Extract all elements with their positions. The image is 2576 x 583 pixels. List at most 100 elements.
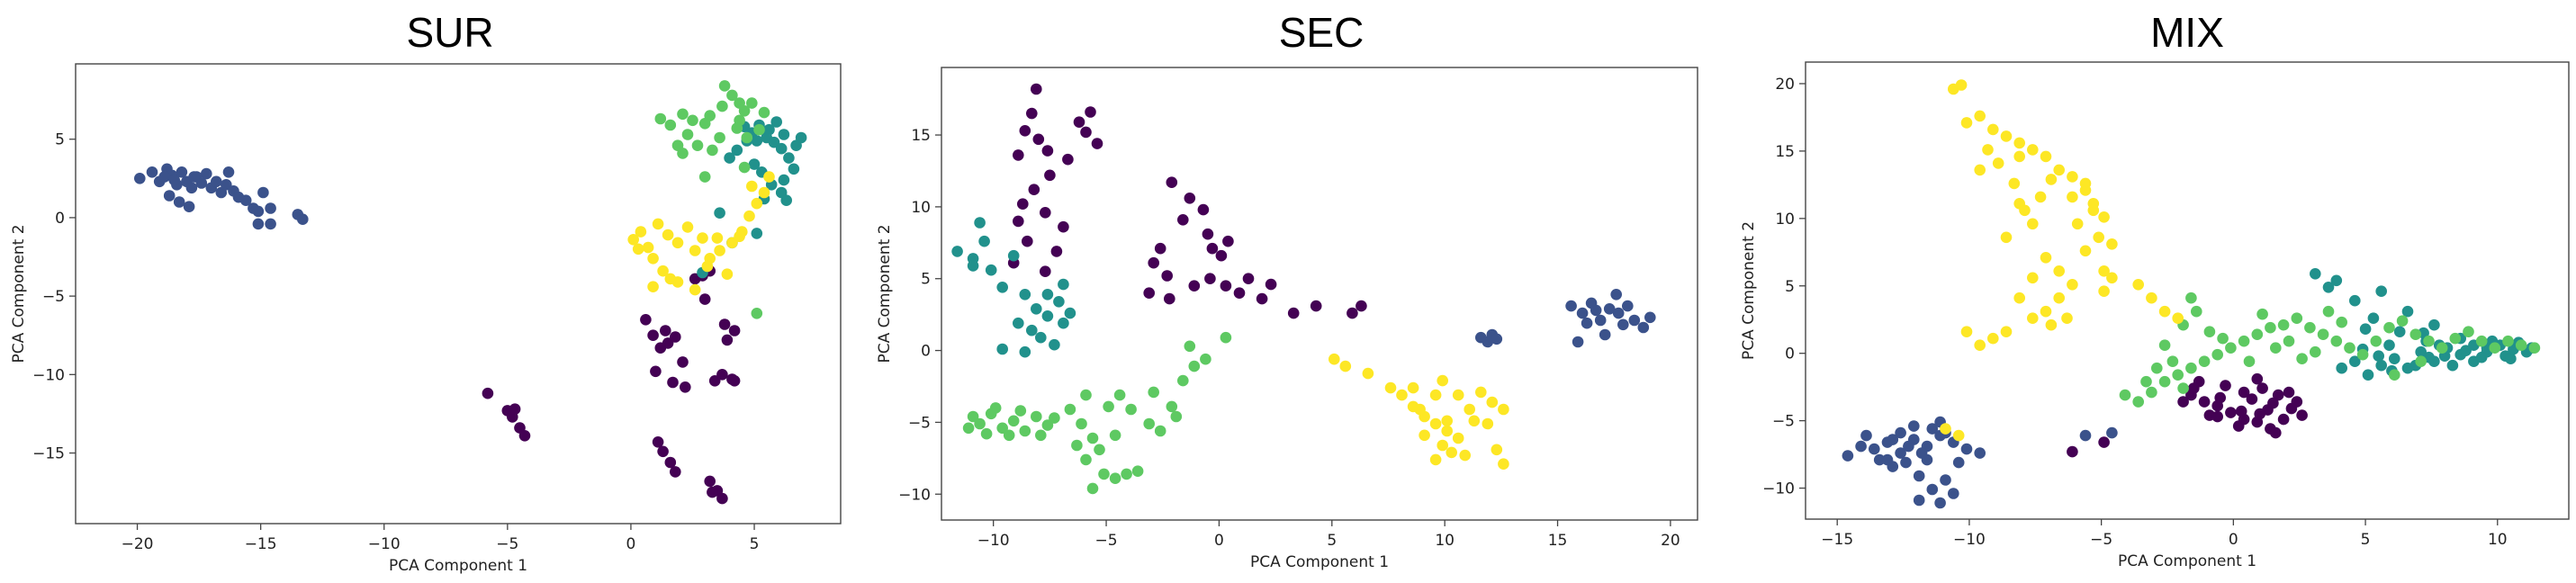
scatter-point [1131,465,1144,477]
plot-frame [941,67,1698,521]
scatter-point [708,375,721,387]
scatter-point [1028,184,1040,195]
scatter-point [1895,447,1906,459]
scatter-point [2146,386,2157,399]
x-tick-label: −5 [496,535,518,553]
scatter-point [681,221,694,233]
scatter-point [2235,405,2247,417]
scatter-point [1948,488,1959,499]
scatter-point [632,243,644,256]
scatter-point [2449,332,2462,345]
scatter-point [252,218,265,230]
scatter-point [2191,305,2202,318]
scatter-point [2040,305,2052,318]
scatter-point [1498,458,1509,470]
scatter-point [1177,374,1189,387]
scatter-point [1086,482,1099,495]
scatter-point [2158,305,2171,318]
x-tick-label: −10 [1953,531,1986,549]
scatter-point [134,173,146,184]
scatter-point [2098,265,2110,277]
scatter-point [2158,375,2171,388]
scatter-point [738,161,751,174]
scatter-point [2040,150,2052,163]
scatter-point [1452,389,1464,401]
scatter-point [714,245,725,256]
scatter-point [1014,405,1027,417]
scatter-point [780,194,792,206]
scatter-point [2172,312,2184,325]
scatter-point [2367,312,2380,325]
scatter-point [1035,429,1047,442]
y-tick-label: 10 [911,199,931,217]
scatter-point [1053,296,1065,308]
scatter-point [1188,280,1201,292]
scatter-point [1113,389,1126,401]
scatter-point [2256,308,2268,320]
scatter-point [962,422,975,435]
scatter-point [1200,353,1211,365]
scatter-point [1049,338,1060,351]
scatter-point [2489,342,2501,354]
scatter-point [176,166,188,178]
scatter-point [731,144,743,157]
scatter-point [2383,339,2395,352]
scatter-point [1599,328,1611,341]
scatter-series [1940,79,2184,442]
scatter-point [1992,157,2004,169]
scatter-point [640,314,652,326]
x-tick-label: 5 [750,535,760,553]
scatter-point [753,123,765,136]
scatter-point [1960,443,1973,455]
scatter-point [1154,425,1166,437]
scatter-series [2119,292,2541,408]
scatter-point [1603,303,1616,315]
scatter-point [222,166,235,178]
scatter-point [1197,203,1210,216]
scatter-point [2389,353,2400,365]
scatter-point [1222,235,1234,247]
scatter-point [2177,396,2189,408]
scatter-point [1109,472,1121,484]
scatter-point [2515,339,2527,352]
scatter-point [2291,396,2303,408]
scatter-point [2119,389,2131,401]
scatter-point [2053,164,2065,176]
scatter-point [1058,317,1069,329]
scatter-point [2166,355,2179,368]
scatter-point [707,144,718,157]
scatter-point [716,492,728,505]
scatter-point [657,265,669,277]
scatter-point [2251,328,2264,341]
scatter-point [2220,380,2231,391]
scatter-point [2291,312,2303,325]
scatter-point [728,325,741,336]
scatter-point [1003,429,1015,442]
scatter-point [2277,318,2290,331]
scatter-point [689,283,701,296]
scatter-point [2045,318,2058,331]
scatter-point [2000,231,2013,244]
scatter-point [1974,164,1986,176]
scatter-point [1154,242,1166,255]
scatter-point [1041,145,1054,157]
scatter-point [1594,314,1607,327]
scatter-point [775,142,788,155]
scatter-point [1903,440,1914,453]
scatter-point [1166,400,1178,413]
y-tick-label: −10 [898,486,931,504]
scatter-point [1982,144,1994,156]
scatter-point [1204,273,1216,285]
scatter-point [650,365,662,378]
scatter-point [1934,497,1946,509]
scatter-point [2087,204,2100,217]
scatter-point [670,331,681,343]
scatter-point [1881,453,1894,466]
y-tick-label: 5 [55,131,65,149]
scatter-point [697,232,708,244]
scatter-point [2356,348,2369,361]
scatter-point [1287,307,1300,319]
scatter-point [2146,292,2157,304]
scatter-point [1044,169,1056,182]
